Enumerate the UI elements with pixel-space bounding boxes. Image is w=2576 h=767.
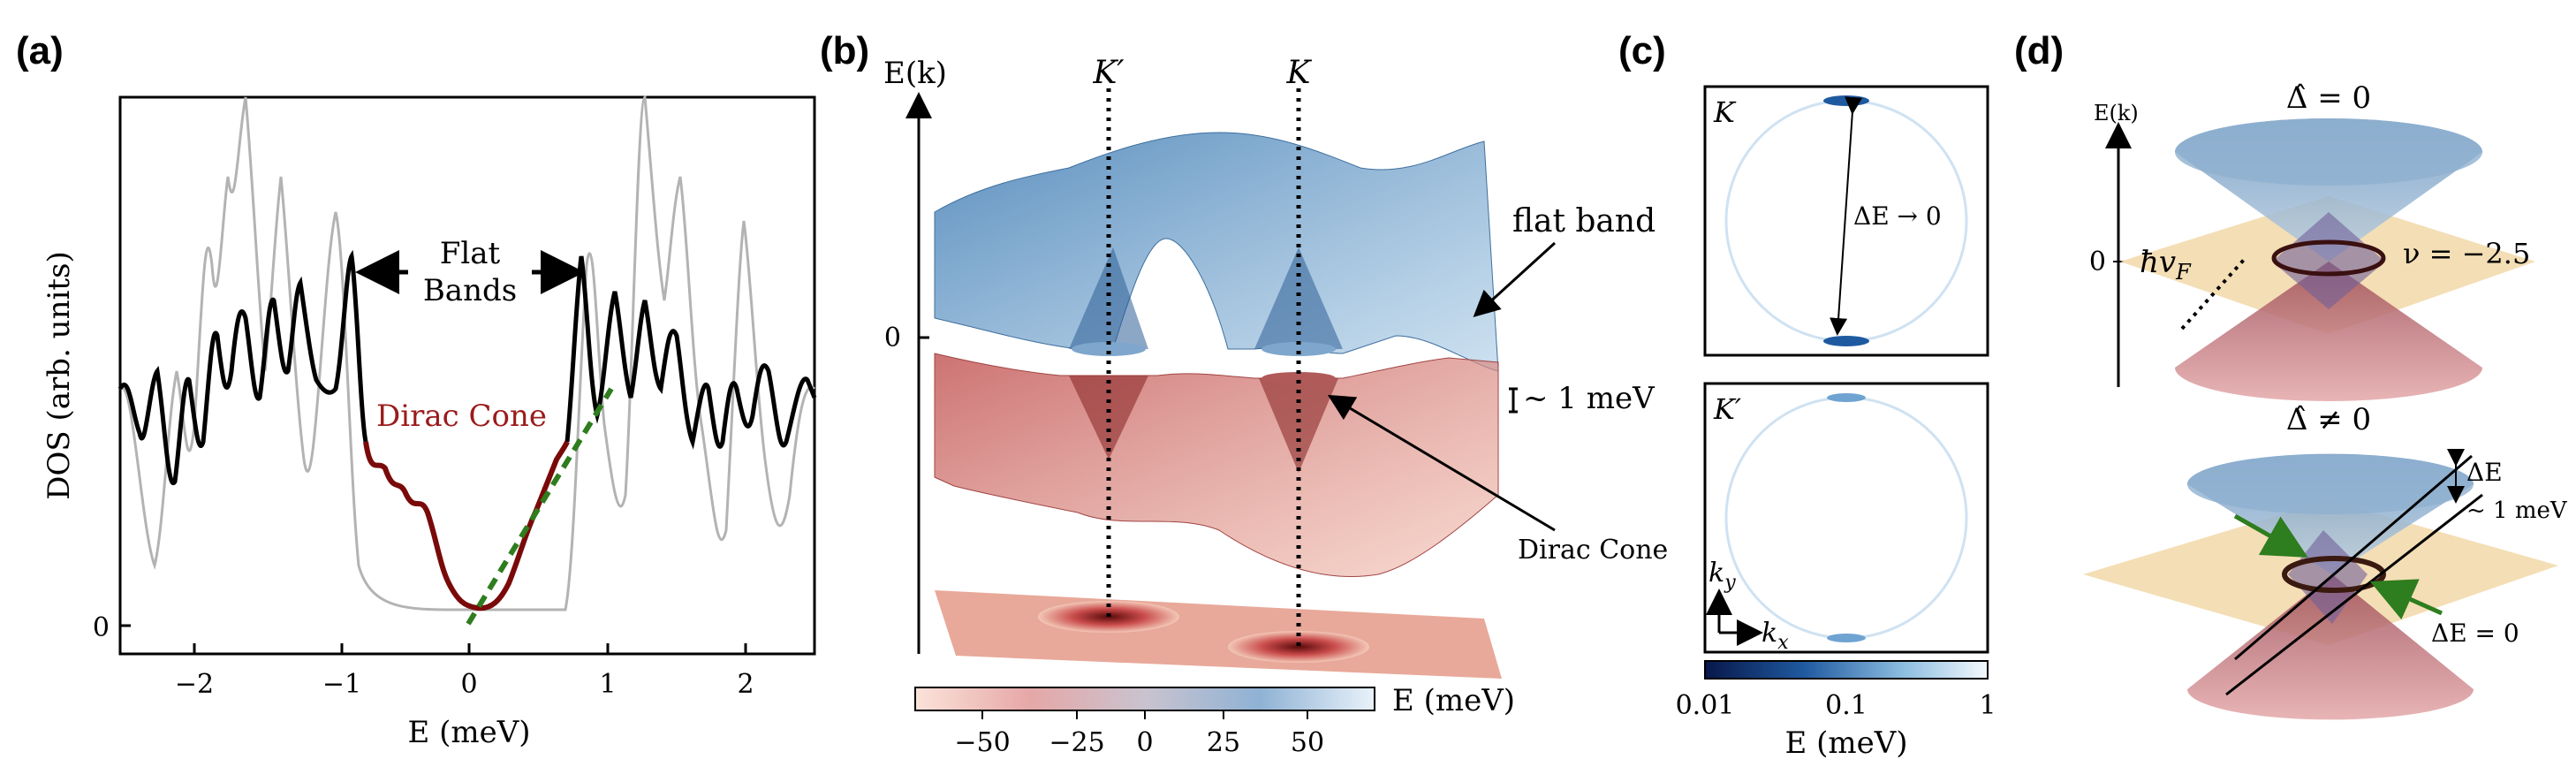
b-zero-label: 0 — [884, 323, 901, 353]
floor-hotspot-k — [1228, 631, 1369, 663]
d-bottom-lower-cone — [2187, 574, 2474, 720]
flat-bands-label-line2: Bands — [423, 273, 517, 308]
b-colorbar-tick-label: 25 — [1207, 727, 1240, 758]
k-map-label: K — [1713, 95, 1737, 129]
dirac-cone-label-b: Dirac Cone — [1518, 535, 1668, 566]
d-top-title: Δ̂ = 0 — [2286, 80, 2371, 116]
blue-cone-gap-kprime — [1072, 342, 1146, 356]
dirac-cone-arrow — [1327, 394, 1556, 532]
d-tilted-line-upper — [2234, 454, 2473, 661]
dos-xtick-label: −1 — [322, 669, 361, 700]
panel-d: (d) Δ̂ = 0 E(k) 0 ħvF ν = −2.5 Δ̂ ≠ 0 ΔE… — [2014, 29, 2568, 720]
k-map-delta-arrow — [1830, 96, 1863, 336]
flat-band-label: flat band — [1512, 203, 1655, 239]
d-axis-label: E(k) — [2094, 101, 2139, 125]
hvf-label: ħvF — [2140, 245, 2192, 285]
delta-e-value: ~ 1 meV — [2466, 497, 2568, 524]
delta-e-to-zero-label: ΔE → 0 — [1853, 201, 1942, 231]
d-zero-label: 0 — [2089, 247, 2106, 277]
d-tilted-line-lower — [2225, 493, 2483, 696]
floor-heatmap — [935, 590, 1502, 679]
b-colorbar-tick-label: 0 — [1136, 727, 1153, 758]
dos-xlabel: E (meV) — [407, 715, 530, 750]
dos-plot-frame — [118, 95, 816, 656]
b-colorbar-tick-label: −50 — [954, 727, 1010, 758]
b-axis-label: E(k) — [883, 56, 947, 91]
blue-cone-tips — [1069, 247, 1343, 349]
delta-e-label: ΔE — [2466, 458, 2503, 487]
panel-a: (a) −2 −1 0 1 2 0 E (meV) DOS (arb. unit… — [16, 29, 817, 750]
c-colorbar-label: E (meV) — [1784, 725, 1907, 761]
red-cone-tips — [1069, 376, 1338, 473]
gap-bracket — [1509, 387, 1518, 414]
panel-a-label: (a) — [16, 29, 64, 72]
panel-c: (c) ΔE → 0 K K′ ky kx 0.01 0.1 1 E (meV) — [1618, 29, 1996, 761]
dos-gray-curve — [118, 95, 816, 611]
b-colorbar-ticks — [981, 710, 1308, 719]
flat-band-arrow — [1473, 241, 1557, 318]
c-colorbar-tick-label: 0.01 — [1676, 690, 1735, 721]
gap-label: ~ 1 meV — [1523, 381, 1655, 416]
green-arrow-left — [2233, 513, 2308, 558]
dos-xtick-label: 2 — [737, 669, 754, 700]
d-top-lower-cone — [2175, 262, 2482, 401]
dirac-cone-label: Dirac Cone — [376, 399, 547, 434]
panel-d-label: (d) — [2014, 29, 2064, 72]
dos-x-ticks — [120, 624, 747, 654]
d-top-upper-cone-rim — [2175, 118, 2482, 186]
b-colorbar-label: E (meV) — [1392, 683, 1515, 718]
blue-band-surface — [934, 132, 1499, 372]
c-colorbar — [1704, 660, 1989, 680]
dos-xtick-label: 0 — [460, 669, 477, 700]
k-map-hotspot-top — [1823, 95, 1869, 106]
kprime-map-label: K′ — [1713, 392, 1742, 426]
d-top-fermi-ring — [2271, 239, 2386, 277]
ky-label: ky — [1708, 558, 1736, 594]
kprime-map-hotspot-bottom — [1827, 634, 1866, 642]
kprime-label: K′ — [1092, 55, 1124, 91]
c-colorbar-tick-label: 1 — [1979, 690, 1996, 721]
d-top-inner-diamond — [2272, 212, 2385, 309]
kprime-map-hotspot-top — [1827, 393, 1866, 402]
b-colorbar-tick-label: 50 — [1291, 727, 1324, 758]
blue-cone-gap-k — [1261, 342, 1336, 356]
d-bottom-fermi-ring — [2282, 556, 2386, 593]
panel-c-label: (c) — [1618, 29, 1666, 72]
b-colorbar-tick-label: −25 — [1049, 727, 1104, 758]
red-band-surface — [934, 353, 1499, 577]
flat-bands-label-line1: Flat — [440, 236, 501, 271]
k-label: K — [1286, 55, 1313, 91]
k-map-hotspot-bottom — [1823, 336, 1869, 346]
kprime-map-frame — [1703, 382, 1989, 654]
k-map-frame — [1703, 85, 1989, 357]
dos-red-curve — [363, 440, 570, 611]
kx-label: kx — [1762, 618, 1789, 654]
green-arrow-right — [2369, 579, 2443, 620]
dos-y-zero-label: 0 — [93, 612, 110, 643]
panel-b-label: (b) — [820, 29, 869, 72]
dirac-linear-fit — [466, 387, 614, 626]
d-bottom-title: Δ̂ ≠ 0 — [2286, 402, 2371, 437]
d-hvf-line — [2180, 258, 2246, 330]
panel-b: (b) E(k) 0 K′ K flat band ~ 1 meV Dirac … — [820, 29, 1668, 758]
delta-e-zero-label: ΔE = 0 — [2431, 619, 2519, 648]
d-bottom-upper-cone-rim — [2187, 454, 2474, 514]
red-cone-gap-k — [1261, 372, 1336, 384]
dos-xtick-label: −2 — [175, 669, 214, 700]
dos-xtick-label: 1 — [599, 669, 616, 700]
nu-label: ν = −2.5 — [2403, 237, 2530, 270]
c-colorbar-tick-label: 0.1 — [1825, 690, 1868, 721]
dos-ylabel: DOS (arb. units) — [42, 251, 77, 499]
b-colorbar — [914, 687, 1375, 711]
dos-black-curve-right — [564, 255, 817, 450]
dos-black-curve — [117, 249, 368, 486]
